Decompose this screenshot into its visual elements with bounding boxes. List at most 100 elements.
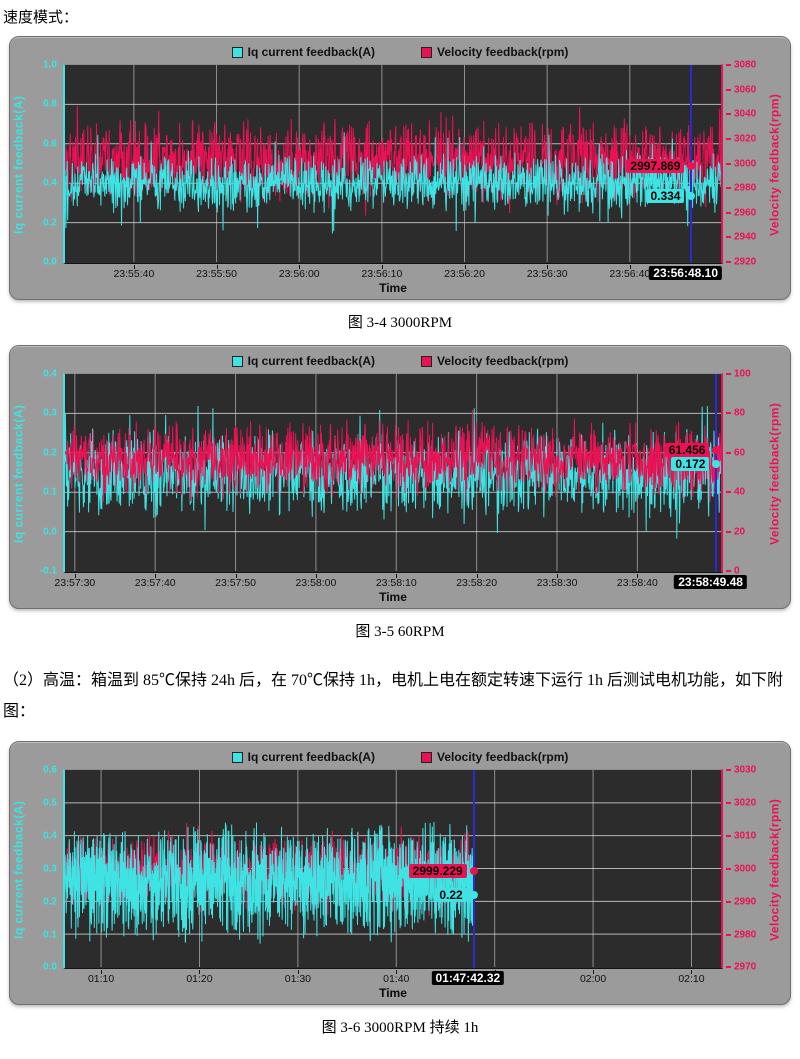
series-line-current [65,132,721,234]
x-axis-ticks: 23:57:30 23:57:40 23:57:50 23:58:00 23:58:10… [10,574,790,590]
axis-tick-label: 2990 [734,896,757,908]
axis-tick-mark [726,835,731,838]
axis-tick-mark [726,64,731,66]
x-tick-mark [629,265,631,269]
axis-tick-label: 2980 [734,929,757,941]
chart-panel: Iq current feedback(A) Velocity feedback(… [9,345,791,609]
chart-panel: Iq current feedback(A) Velocity feedback(… [9,36,791,300]
axis-tick-mark [726,491,731,494]
x-tick-mark [297,970,299,975]
axis-tick-label: 0.4 [43,830,57,842]
series-line-velocity [65,410,721,503]
axis-tick-mark [726,900,731,903]
left-axis-ticks: 0.4 0.3 0.2 0.1 0.0 -0.1 [26,369,60,577]
legend-label: Velocity feedback(rpm) [436,750,569,765]
x-tick-mark [396,970,398,975]
x-tick-label: 23:56:00 [278,268,320,280]
x-tick-mark [557,574,558,578]
axis-tick-mark [726,530,731,533]
legend-label: Iq current feedback(A) [247,354,375,368]
cursor-dot-velocity [687,162,696,171]
axis-tick-label: 0.5 [43,797,57,809]
axis-tick-label: 100 [734,368,751,380]
legend-item: Velocity feedback(rpm) [420,354,568,368]
cursor-dot-current [712,459,721,468]
x-tick-label: 23:58:40 [616,577,658,589]
axis-tick-mark [726,570,731,572]
left-axis-title: Iq current feedback(A) [11,404,26,543]
cursor-value-velocity: 2999.229 [408,864,467,879]
axis-tick-label: 0.3 [43,407,57,419]
axis-tick-label: 80 [734,407,746,419]
figure-caption: 图 3-6 3000RPM 持续 1h [321,1020,479,1037]
chart-panel: Iq current feedback(A) Velocity feedback(… [9,741,791,1006]
left-axis-ticks: 0.6 0.5 0.4 0.3 0.2 0.1 0.0 [26,765,60,973]
chart-legend: Iq current feedback(A) Velocity feedback(… [10,351,790,371]
left-axis-ticks: 1.0 0.8 0.6 0.4 0.2 0.0 [26,60,60,268]
waveform-canvas [65,65,721,262]
x-tick-mark [101,970,103,975]
legend-swatch-icon [420,355,432,367]
figure-3-6: Iq current feedback(A) Velocity feedback(… [0,741,800,1037]
axis-tick-mark [726,802,731,805]
cursor-line [715,374,718,572]
right-axis-title: Velocity feedback(rpm) [767,798,782,942]
chart-body: Iq current feedback(A) Velocity feedback(… [10,369,790,577]
right-axis-title: Velocity feedback(rpm) [767,93,782,236]
axis-tick-label: 2970 [734,961,757,973]
x-tick-label: 23:56:40 [609,268,651,280]
axis-tick-label: 0.1 [43,486,57,498]
cursor-time-box: 23:58:49.48 [674,575,747,589]
axis-tick-label: 3000 [734,158,757,169]
axis-tick-label: 0.2 [43,447,57,459]
cursor-value-current: 0.172 [671,456,710,471]
axis-tick-mark [726,88,731,91]
axis-tick-label: 0.0 [43,526,57,538]
x-tick-mark [216,265,218,269]
right-axis-title: Velocity feedback(rpm) [767,402,782,545]
x-tick-mark [691,970,693,975]
cursor-dot-current [687,192,696,201]
axis-tick-label: 2940 [734,231,757,243]
x-tick-label: 02:00 [579,973,607,986]
axis-tick-label: 0.3 [43,863,57,875]
x-tick-mark [476,574,478,578]
x-tick-mark [299,265,301,269]
axis-tick-label: 20 [734,526,746,538]
cursor-value-velocity: 61.456 [664,442,710,457]
legend-swatch-icon [420,751,432,763]
legend-item: Velocity feedback(rpm) [420,750,569,765]
x-tick-label: 01:10 [87,973,115,986]
legend-item: Iq current feedback(A) [231,354,375,368]
x-axis-ticks: 23:55:40 23:55:50 23:56:00 23:56:10 23:56:20… [10,265,790,281]
plot-area: 2997.869 0.334 [63,64,723,264]
axis-tick-mark [726,373,731,375]
x-tick-label: 01:30 [284,973,312,986]
legend-swatch-icon [231,355,243,367]
x-axis-ticks: 01:10 01:20 01:30 01:40 02:00 02:10 01:47:42.3… [10,970,790,986]
axis-tick-mark [726,113,731,116]
x-tick-label: 23:58:10 [375,577,417,589]
waveform-canvas [65,374,721,571]
x-axis-title: Time [379,590,407,604]
x-tick-label: 23:55:50 [196,268,237,280]
plot-area: 61.456 0.172 [63,373,723,573]
axis-tick-label: 0.4 [43,368,57,380]
x-tick-mark [235,574,237,578]
x-tick-mark [396,574,398,578]
axis-tick-label: 0.2 [43,896,57,908]
body-paragraph: （2）高温：箱温到 85℃保持 24h 后，在 70℃保持 1h，电机上电在额定… [3,672,784,721]
axis-tick-mark [726,162,731,165]
axis-tick-label: 40 [734,486,746,498]
axis-tick-mark [726,261,731,263]
chart-body: Iq current feedback(A) Velocity feedback(… [10,765,790,973]
x-tick-label: 23:57:50 [215,577,256,589]
legend-item: Iq current feedback(A) [231,750,375,764]
axis-tick-label: 3060 [734,84,757,96]
axis-tick-mark [726,412,731,415]
axis-tick-label: 2960 [734,207,757,219]
axis-tick-label: 0.0 [43,961,57,973]
right-axis-ticks: 3080 3060 3040 3020 3000 2980 2960 2940 2920 [726,60,766,268]
right-axis-ticks: 3030 3020 3010 3000 2990 2980 2970 [726,765,766,973]
